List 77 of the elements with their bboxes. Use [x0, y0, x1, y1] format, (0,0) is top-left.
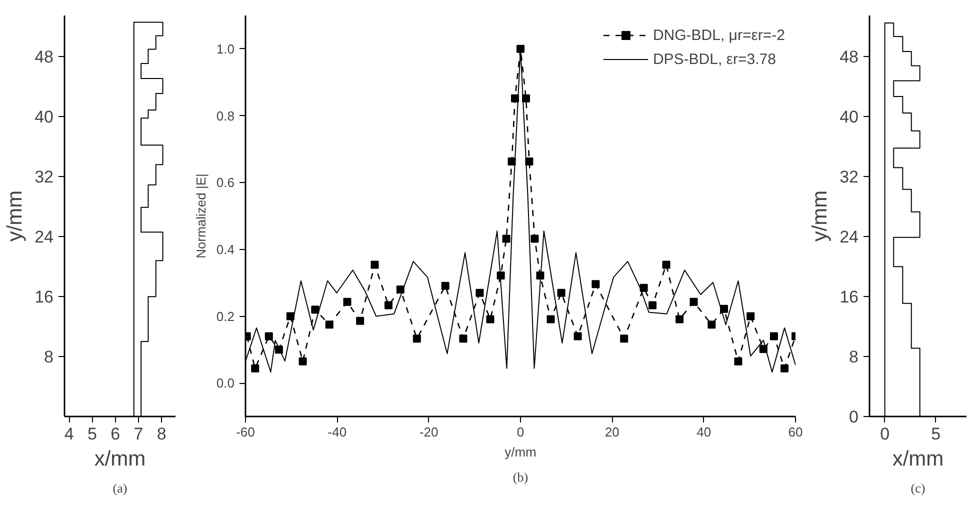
y-tick-label: 32	[34, 168, 54, 187]
point	[662, 260, 670, 269]
point	[459, 334, 468, 343]
point	[486, 315, 494, 324]
y-tick-label: 16	[840, 288, 859, 307]
text: (c)	[910, 480, 926, 496]
point	[640, 284, 648, 292]
x-tick-label: 0	[880, 424, 890, 444]
point	[592, 280, 600, 288]
y-tick-label: 8	[44, 348, 54, 367]
y-tick-label: 8	[849, 348, 859, 367]
point	[557, 288, 566, 297]
point	[384, 301, 392, 310]
y-axis-title: y/mm	[808, 190, 832, 242]
point	[298, 357, 307, 366]
legend-label: DNG-BDL, μr=εr=-2	[652, 26, 785, 44]
y-tick-label: 24	[34, 228, 54, 247]
x-axis-title: x/mm	[892, 448, 944, 470]
point	[530, 234, 539, 243]
point	[502, 234, 510, 243]
y-tick-label: 0	[849, 408, 859, 426]
point	[574, 332, 582, 340]
point	[343, 298, 352, 306]
y-tick-label: 24	[840, 228, 859, 247]
x-tick-label: 5	[931, 424, 941, 444]
point	[286, 312, 294, 320]
point	[516, 44, 524, 53]
y-tick-label: 48	[34, 48, 54, 67]
point	[311, 306, 320, 314]
y-tick-label: 0.4	[216, 242, 235, 257]
text: (b)	[512, 470, 528, 484]
y-tick-label: 1.0	[216, 41, 235, 56]
point	[264, 332, 273, 340]
y-tick-label: 16	[34, 288, 54, 307]
x-tick-label: 60	[788, 424, 803, 440]
x-tick-label: -20	[419, 424, 438, 440]
point	[620, 334, 628, 343]
point	[780, 364, 788, 372]
x-axis-title: x/mm	[94, 448, 146, 470]
y-tick-label: 40	[34, 108, 54, 127]
point	[476, 288, 484, 297]
point	[770, 332, 778, 340]
point	[690, 298, 698, 306]
x-tick-label: 0	[516, 424, 524, 440]
y-tick-label: 0.6	[216, 175, 235, 190]
x-tick-label: -60	[236, 424, 255, 440]
text: (a)	[112, 480, 128, 496]
y-tick-label: 0.0	[216, 376, 235, 391]
point	[546, 315, 555, 324]
point	[251, 364, 260, 372]
x-tick-label: 40	[696, 424, 712, 440]
point	[708, 320, 716, 329]
x-tick-label: 5	[88, 424, 97, 444]
y-tick-label: 48	[840, 48, 859, 67]
y-tick-label: 0.8	[216, 108, 235, 124]
point	[356, 316, 364, 325]
x-tick-label: 7	[134, 424, 144, 444]
y-tick-label: 40	[840, 108, 859, 127]
y-tick-label: 32	[840, 168, 859, 187]
point	[325, 320, 334, 329]
point	[746, 312, 755, 320]
x-tick-label: -40	[328, 424, 347, 440]
point	[648, 301, 656, 310]
y-axis-title: Normalized |E|	[193, 174, 208, 258]
x-tick-label: 20	[604, 424, 620, 440]
x-tick-label: 6	[110, 424, 120, 444]
x-axis-title: y/mm	[504, 444, 536, 460]
y-tick-label: 0.2	[216, 308, 235, 324]
x-tick-label: 4	[64, 424, 74, 444]
legend-label: DPS-BDL, εr=3.78	[652, 50, 776, 68]
point	[676, 315, 684, 324]
x-tick-label: 8	[156, 424, 166, 444]
point	[370, 260, 379, 269]
point	[734, 357, 742, 366]
point	[441, 282, 450, 290]
point	[412, 334, 421, 343]
y-axis-title: y/mm	[4, 190, 27, 242]
